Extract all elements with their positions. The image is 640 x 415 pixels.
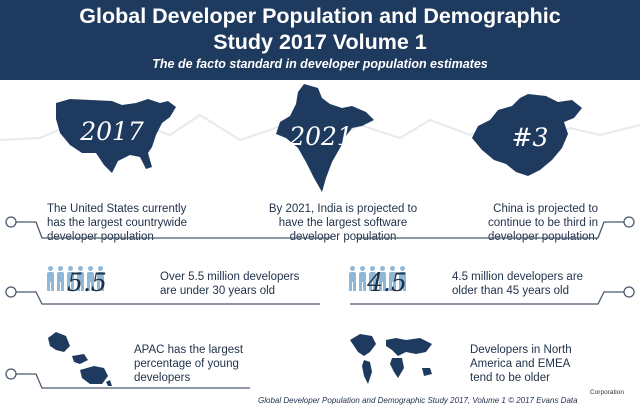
header-banner: Global Developer Population and Demograp… (0, 0, 640, 80)
person-icon (56, 266, 65, 291)
china-map-label: #3 (511, 123, 549, 152)
china-map-icon (472, 94, 582, 176)
person-icon (66, 266, 75, 291)
stat-under-30-value: 5.5 (67, 268, 107, 297)
stat-over-45-value: 4.5 (367, 268, 407, 297)
title-line-2: Study 2017 Volume 1 (213, 30, 427, 54)
subtitle: The de facto standard in developer popul… (152, 57, 488, 71)
china-caption: China is projected to continue to be thi… (488, 203, 598, 243)
north-america-emea-caption: Developers in North America and EMEA ten… (470, 344, 572, 384)
watermark: Corporation (588, 388, 626, 397)
people-figures-over-45 (348, 266, 407, 291)
india-map-icon (276, 84, 374, 192)
india-map-label: 2021 (289, 122, 353, 151)
person-icon (86, 266, 95, 291)
asia-pacific-map-icon (48, 332, 112, 386)
footer-credit: Global Developer Population and Demograp… (258, 396, 578, 405)
stat-over-45-caption: 4.5 million developers are older than 45… (452, 271, 584, 297)
stat-under-30-caption: Over 5.5 million developers are under 30… (160, 271, 300, 297)
person-icon (368, 266, 377, 291)
apac-caption: APAC has the largest percentage of young… (134, 344, 244, 384)
title-line-1: Global Developer Population and Demograp… (79, 4, 561, 28)
person-icon (76, 266, 85, 291)
person-icon (348, 266, 357, 291)
person-icon (46, 266, 55, 291)
person-icon (358, 266, 367, 291)
usa-map-icon (56, 99, 176, 173)
person-icon (398, 266, 407, 291)
india-caption: By 2021, India is projected to have the … (268, 203, 418, 243)
world-map-icon (350, 334, 432, 384)
people-figures-under-30 (46, 266, 105, 291)
person-icon (378, 266, 387, 291)
person-icon (388, 266, 397, 291)
person-icon (96, 266, 105, 291)
usa-caption: The United States currently has the larg… (47, 203, 187, 243)
usa-map-label: 2017 (80, 117, 144, 146)
